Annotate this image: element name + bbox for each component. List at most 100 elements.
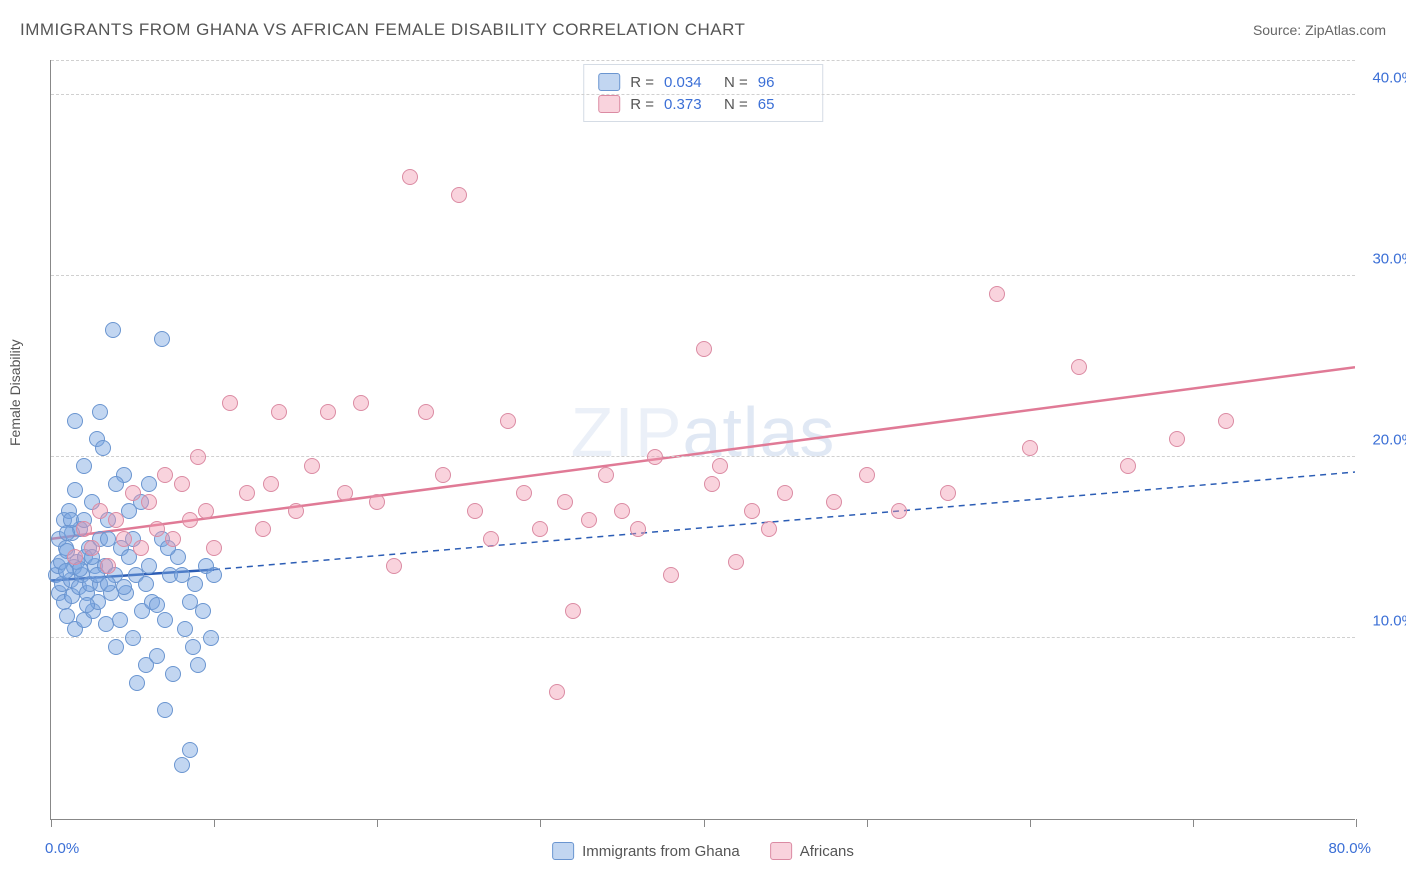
scatter-point-ghana	[165, 666, 181, 682]
scatter-point-ghana	[108, 476, 124, 492]
scatter-point-africans	[386, 558, 402, 574]
n-value-ghana: 96	[758, 74, 808, 91]
x-tick	[1356, 819, 1357, 827]
scatter-point-africans	[859, 467, 875, 483]
scatter-point-africans	[467, 503, 483, 519]
gridline-h	[51, 60, 1355, 61]
y-tick-label: 30.0%	[1372, 251, 1406, 268]
plot-area: ZIPatlas R = 0.034 N = 96 R = 0.373 N = …	[50, 60, 1355, 820]
scatter-point-africans	[614, 503, 630, 519]
scatter-point-africans	[222, 395, 238, 411]
scatter-point-africans	[761, 521, 777, 537]
gridline-h	[51, 275, 1355, 276]
scatter-point-africans	[704, 476, 720, 492]
source-attribution: Source: ZipAtlas.com	[1253, 22, 1386, 38]
scatter-point-ghana	[58, 563, 74, 579]
scatter-point-ghana	[76, 458, 92, 474]
scatter-point-ghana	[79, 597, 95, 613]
scatter-point-africans	[165, 531, 181, 547]
scatter-point-ghana	[149, 597, 165, 613]
scatter-point-africans	[696, 341, 712, 357]
x-tick	[867, 819, 868, 827]
scatter-point-africans	[581, 512, 597, 528]
x-tick	[1030, 819, 1031, 827]
x-tick	[540, 819, 541, 827]
scatter-point-ghana	[67, 413, 83, 429]
scatter-point-ghana	[177, 621, 193, 637]
scatter-point-africans	[239, 485, 255, 501]
scatter-point-africans	[402, 169, 418, 185]
legend-label-africans: Africans	[800, 843, 854, 860]
scatter-point-africans	[271, 404, 287, 420]
scatter-point-ghana	[195, 603, 211, 619]
scatter-point-africans	[565, 603, 581, 619]
scatter-point-ghana	[141, 476, 157, 492]
scatter-point-africans	[182, 512, 198, 528]
r-value-ghana: 0.034	[664, 74, 714, 91]
scatter-point-africans	[149, 521, 165, 537]
scatter-point-ghana	[174, 757, 190, 773]
scatter-point-africans	[133, 540, 149, 556]
scatter-point-africans	[1218, 413, 1234, 429]
x-tick	[1193, 819, 1194, 827]
x-tick	[704, 819, 705, 827]
scatter-point-africans	[891, 503, 907, 519]
x-tick	[214, 819, 215, 827]
scatter-point-ghana	[149, 648, 165, 664]
y-tick-label: 10.0%	[1372, 613, 1406, 630]
scatter-point-ghana	[174, 567, 190, 583]
scatter-point-africans	[712, 458, 728, 474]
scatter-point-africans	[777, 485, 793, 501]
scatter-point-africans	[174, 476, 190, 492]
scatter-point-ghana	[185, 639, 201, 655]
scatter-point-africans	[500, 413, 516, 429]
trend-lines-layer	[51, 60, 1355, 819]
legend-swatch-africans	[598, 95, 620, 113]
x-tick	[51, 819, 52, 827]
legend-swatch-africans	[770, 842, 792, 860]
trend-line	[51, 367, 1355, 539]
scatter-point-africans	[84, 540, 100, 556]
scatter-point-ghana	[182, 742, 198, 758]
watermark: ZIPatlas	[571, 392, 836, 472]
scatter-point-ghana	[129, 675, 145, 691]
n-value-africans: 65	[758, 96, 808, 113]
x-axis-end-label: 80.0%	[1328, 840, 1371, 857]
r-label: R =	[630, 74, 654, 91]
scatter-point-ghana	[157, 702, 173, 718]
r-value-africans: 0.373	[664, 96, 714, 113]
scatter-point-africans	[263, 476, 279, 492]
scatter-point-africans	[728, 554, 744, 570]
gridline-h	[51, 456, 1355, 457]
scatter-point-africans	[744, 503, 760, 519]
scatter-point-africans	[76, 521, 92, 537]
scatter-point-africans	[157, 467, 173, 483]
scatter-point-africans	[647, 449, 663, 465]
y-axis-label: Female Disability	[7, 339, 23, 446]
scatter-point-africans	[483, 531, 499, 547]
scatter-point-ghana	[112, 612, 128, 628]
gridline-h	[51, 637, 1355, 638]
legend-item-africans: Africans	[770, 842, 854, 860]
scatter-point-ghana	[116, 579, 132, 595]
scatter-point-africans	[100, 558, 116, 574]
scatter-point-africans	[304, 458, 320, 474]
legend-stats-row-africans: R = 0.373 N = 65	[598, 93, 808, 115]
scatter-point-africans	[116, 531, 132, 547]
scatter-point-ghana	[203, 630, 219, 646]
scatter-point-ghana	[138, 576, 154, 592]
scatter-point-ghana	[154, 331, 170, 347]
r-label: R =	[630, 96, 654, 113]
scatter-point-africans	[288, 503, 304, 519]
scatter-point-ghana	[59, 525, 75, 541]
scatter-point-ghana	[206, 567, 222, 583]
scatter-point-ghana	[187, 576, 203, 592]
scatter-point-africans	[598, 467, 614, 483]
scatter-point-africans	[1022, 440, 1038, 456]
scatter-point-africans	[337, 485, 353, 501]
source-value: ZipAtlas.com	[1305, 22, 1386, 38]
scatter-point-africans	[630, 521, 646, 537]
scatter-point-africans	[663, 567, 679, 583]
n-label: N =	[724, 74, 748, 91]
scatter-point-africans	[92, 503, 108, 519]
